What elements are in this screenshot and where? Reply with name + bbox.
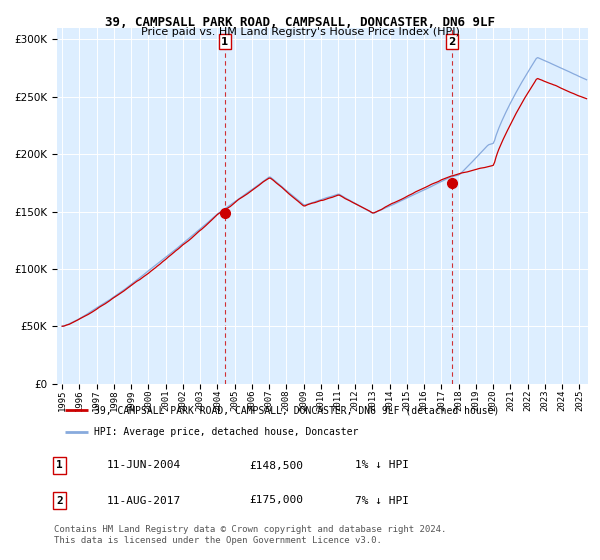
Text: 2: 2	[56, 496, 62, 506]
Text: 1: 1	[221, 37, 229, 47]
Text: 2: 2	[448, 37, 455, 47]
Text: 11-JUN-2004: 11-JUN-2004	[107, 460, 181, 470]
Text: 7% ↓ HPI: 7% ↓ HPI	[355, 496, 409, 506]
Text: £175,000: £175,000	[250, 496, 304, 506]
Text: Contains HM Land Registry data © Crown copyright and database right 2024.
This d: Contains HM Land Registry data © Crown c…	[54, 525, 446, 545]
Text: 11-AUG-2017: 11-AUG-2017	[107, 496, 181, 506]
Text: 1% ↓ HPI: 1% ↓ HPI	[355, 460, 409, 470]
Text: HPI: Average price, detached house, Doncaster: HPI: Average price, detached house, Donc…	[94, 427, 358, 437]
Text: 39, CAMPSALL PARK ROAD, CAMPSALL, DONCASTER, DN6 9LF: 39, CAMPSALL PARK ROAD, CAMPSALL, DONCAS…	[105, 16, 495, 29]
Text: 39, CAMPSALL PARK ROAD, CAMPSALL, DONCASTER, DN6 9LF (detached house): 39, CAMPSALL PARK ROAD, CAMPSALL, DONCAS…	[94, 405, 499, 416]
Text: Price paid vs. HM Land Registry's House Price Index (HPI): Price paid vs. HM Land Registry's House …	[140, 27, 460, 37]
Text: 1: 1	[56, 460, 62, 470]
Text: £148,500: £148,500	[250, 460, 304, 470]
